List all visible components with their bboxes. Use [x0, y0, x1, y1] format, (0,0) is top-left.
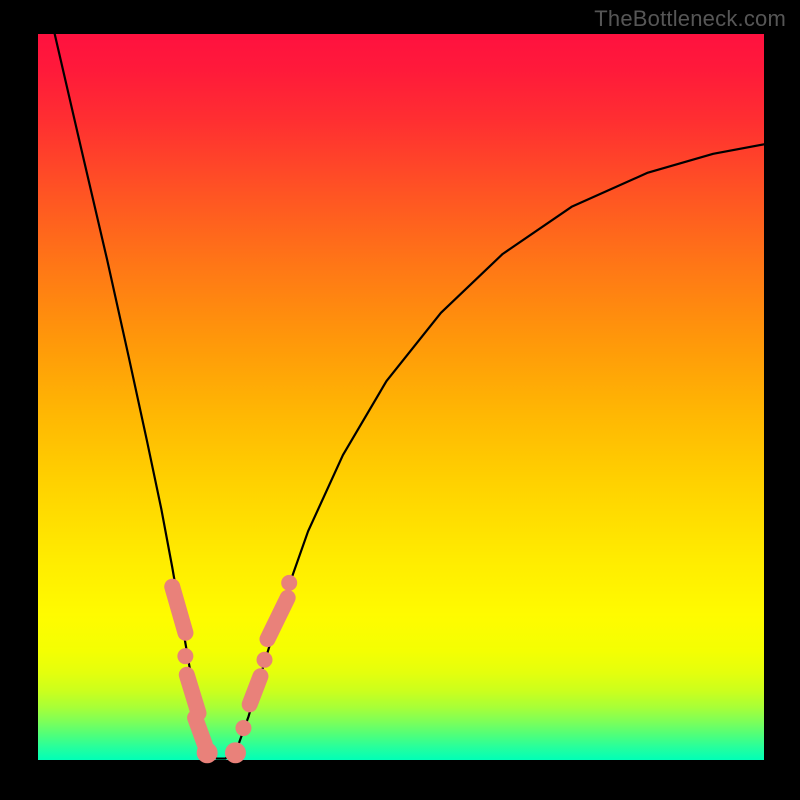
curve-marker-dot [235, 720, 251, 736]
curve-marker-dot [177, 648, 193, 664]
bottleneck-chart: TheBottleneck.com [0, 0, 800, 800]
curve-marker-dot [257, 652, 273, 668]
curve-marker-pill [195, 718, 205, 744]
curve-marker-dot [225, 742, 246, 763]
watermark-text: TheBottleneck.com [594, 6, 786, 32]
chart-svg [0, 0, 800, 800]
plot-background [38, 34, 764, 760]
curve-marker-dot [197, 742, 218, 763]
curve-marker-pill [187, 675, 199, 713]
curve-marker-dot [281, 575, 297, 591]
curve-marker-pill [250, 676, 261, 704]
